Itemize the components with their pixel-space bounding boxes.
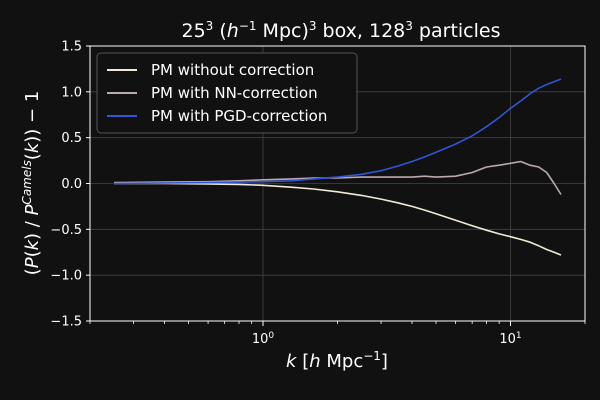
x-axis-ticks: 100 101 [89,321,586,347]
x-tick-label: 101 [499,331,521,347]
legend-entry-pm-with-pgd-correction: PM with PGD-correction [107,107,327,125]
series-line-pm-without-correction [114,182,562,256]
series-line-pm-with-pgd-correction [113,78,562,185]
y-tick-label: 1.5 [61,40,82,55]
legend: PM without correction PM with NN-correct… [96,52,358,134]
y-tick-label: −1.0 [50,269,82,284]
x-axis-label: k [h Mpc−1] [286,349,388,372]
x-tick-label: 100 [252,331,275,347]
legend-label-pm-with-pgd-correction: PM with PGD-correction [151,107,327,125]
y-tick-label: −1.5 [50,315,82,330]
series-line-pm-with-nn-correction [113,160,562,195]
series-layer [113,78,562,256]
y-tick-label: 0.5 [61,131,82,146]
y-tick-label: 1.0 [61,85,82,100]
y-tick-label: −0.5 [50,223,82,238]
y-axis-ticks: 1.5 1.0 0.5 0.0 −0.5 −1.0 −1.5 [50,40,90,330]
legend-entry-pm-without-correction: PM without correction [107,61,314,79]
legend-label-pm-with-nn-correction: PM with NN-correction [151,84,318,102]
y-tick-label: 0.0 [61,177,82,192]
chart-title: 253 (h−1 Mpc)3 box, 1283 particles [181,19,500,42]
y-axis-label: (P(k) / PCamels(k)) − 1 [20,91,43,276]
legend-box [96,52,358,134]
legend-label-pm-without-correction: PM without correction [151,61,314,79]
legend-entry-pm-with-nn-correction: PM with NN-correction [107,84,318,102]
